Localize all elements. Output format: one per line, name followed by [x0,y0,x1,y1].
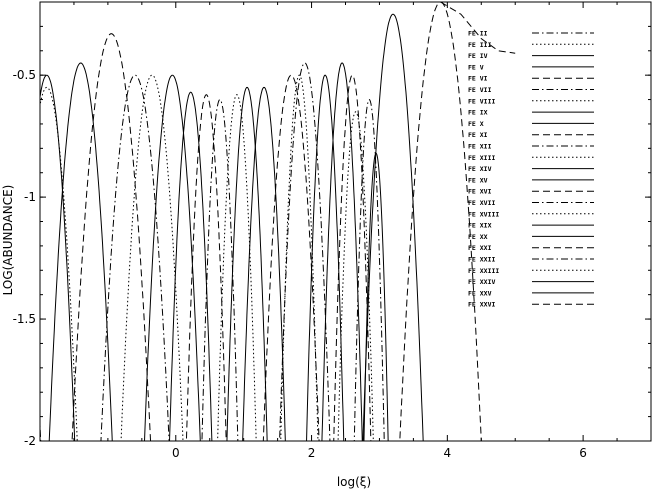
legend-label: FE XVII [468,199,495,207]
y-tick-label: -2 [24,434,36,448]
legend-label: FE XXII [468,256,495,264]
series-line-fe-xix [306,74,345,441]
x-tick-label: 0 [172,446,180,460]
legend-label: FE X [468,120,484,128]
legend-label: FE IX [468,109,488,117]
legend-label: FE XVIII [468,210,499,218]
x-tick-label: 6 [579,446,587,460]
legend-label: FE VIII [468,97,495,105]
legend-label: FE XXVI [468,301,495,309]
y-tick-label: -1.5 [13,312,36,326]
legend-label: FE III [468,41,492,49]
series-line-fe-x [169,91,213,441]
series-line-fe-xxiv [363,152,389,441]
series-line-fe-xi [185,94,227,441]
series-line-fe-xx [321,62,363,441]
ticks: 0 2 4 6 -0.5 -1 -1.5 -2 [13,2,652,460]
legend-label: FE XI [468,131,488,139]
x-tick-label: 4 [444,446,452,460]
series-line-fe-xxi [333,74,372,441]
legend-label: FE XXIV [468,278,495,286]
y-tick-label: -1 [24,190,36,204]
series-line-fe-ii [40,414,42,441]
legend-label: FE XIX [468,222,492,230]
legend-label: FE VII [468,86,492,94]
legend-label: FE XXIII [468,267,499,275]
plot-frame [39,1,652,442]
legend-label: FE XXI [468,244,492,252]
legend-label: FE XIV [468,165,492,173]
series-line-fe-xxiii [337,111,374,441]
legend-label: FE XV [468,176,488,184]
series-line-fe-vi [71,33,152,441]
y-axis-label: LOG(ABUNDANCE) [1,185,15,296]
legend-label: FE VI [468,75,488,83]
series-line-fe-iv [40,74,76,441]
legend-label: FE XII [468,143,492,151]
x-tick-label: 2 [308,446,316,460]
legend-label: FE IV [468,52,488,60]
axes [39,1,652,442]
legend-label: FE V [468,63,484,71]
series-line-fe-xxv [362,13,424,441]
legend: FE II FE III FE IV FE V FE VI FE VII FE VIII FE… [468,30,594,309]
legend-label: FE XX [468,233,488,241]
series-tail-fe-xxvi [440,2,516,54]
series-line-fe-xiv [226,86,268,441]
legend-label: FE XXV [468,289,492,297]
series-line-fe-ix [144,74,201,441]
series-line-fe-xviii [280,74,319,441]
series-line-fe-xxii [353,99,385,441]
series-line-fe-v [48,62,113,441]
x-axis-label: log(ξ) [337,475,371,489]
series-line-fe-xiii [217,94,257,441]
legend-label: FE XVI [468,188,492,196]
legend-label: FE II [468,30,488,38]
plot-area [40,2,516,441]
series-line-fe-xv [242,86,286,441]
y-tick-label: -0.5 [13,68,36,82]
legend-label: FE XIII [468,154,495,162]
